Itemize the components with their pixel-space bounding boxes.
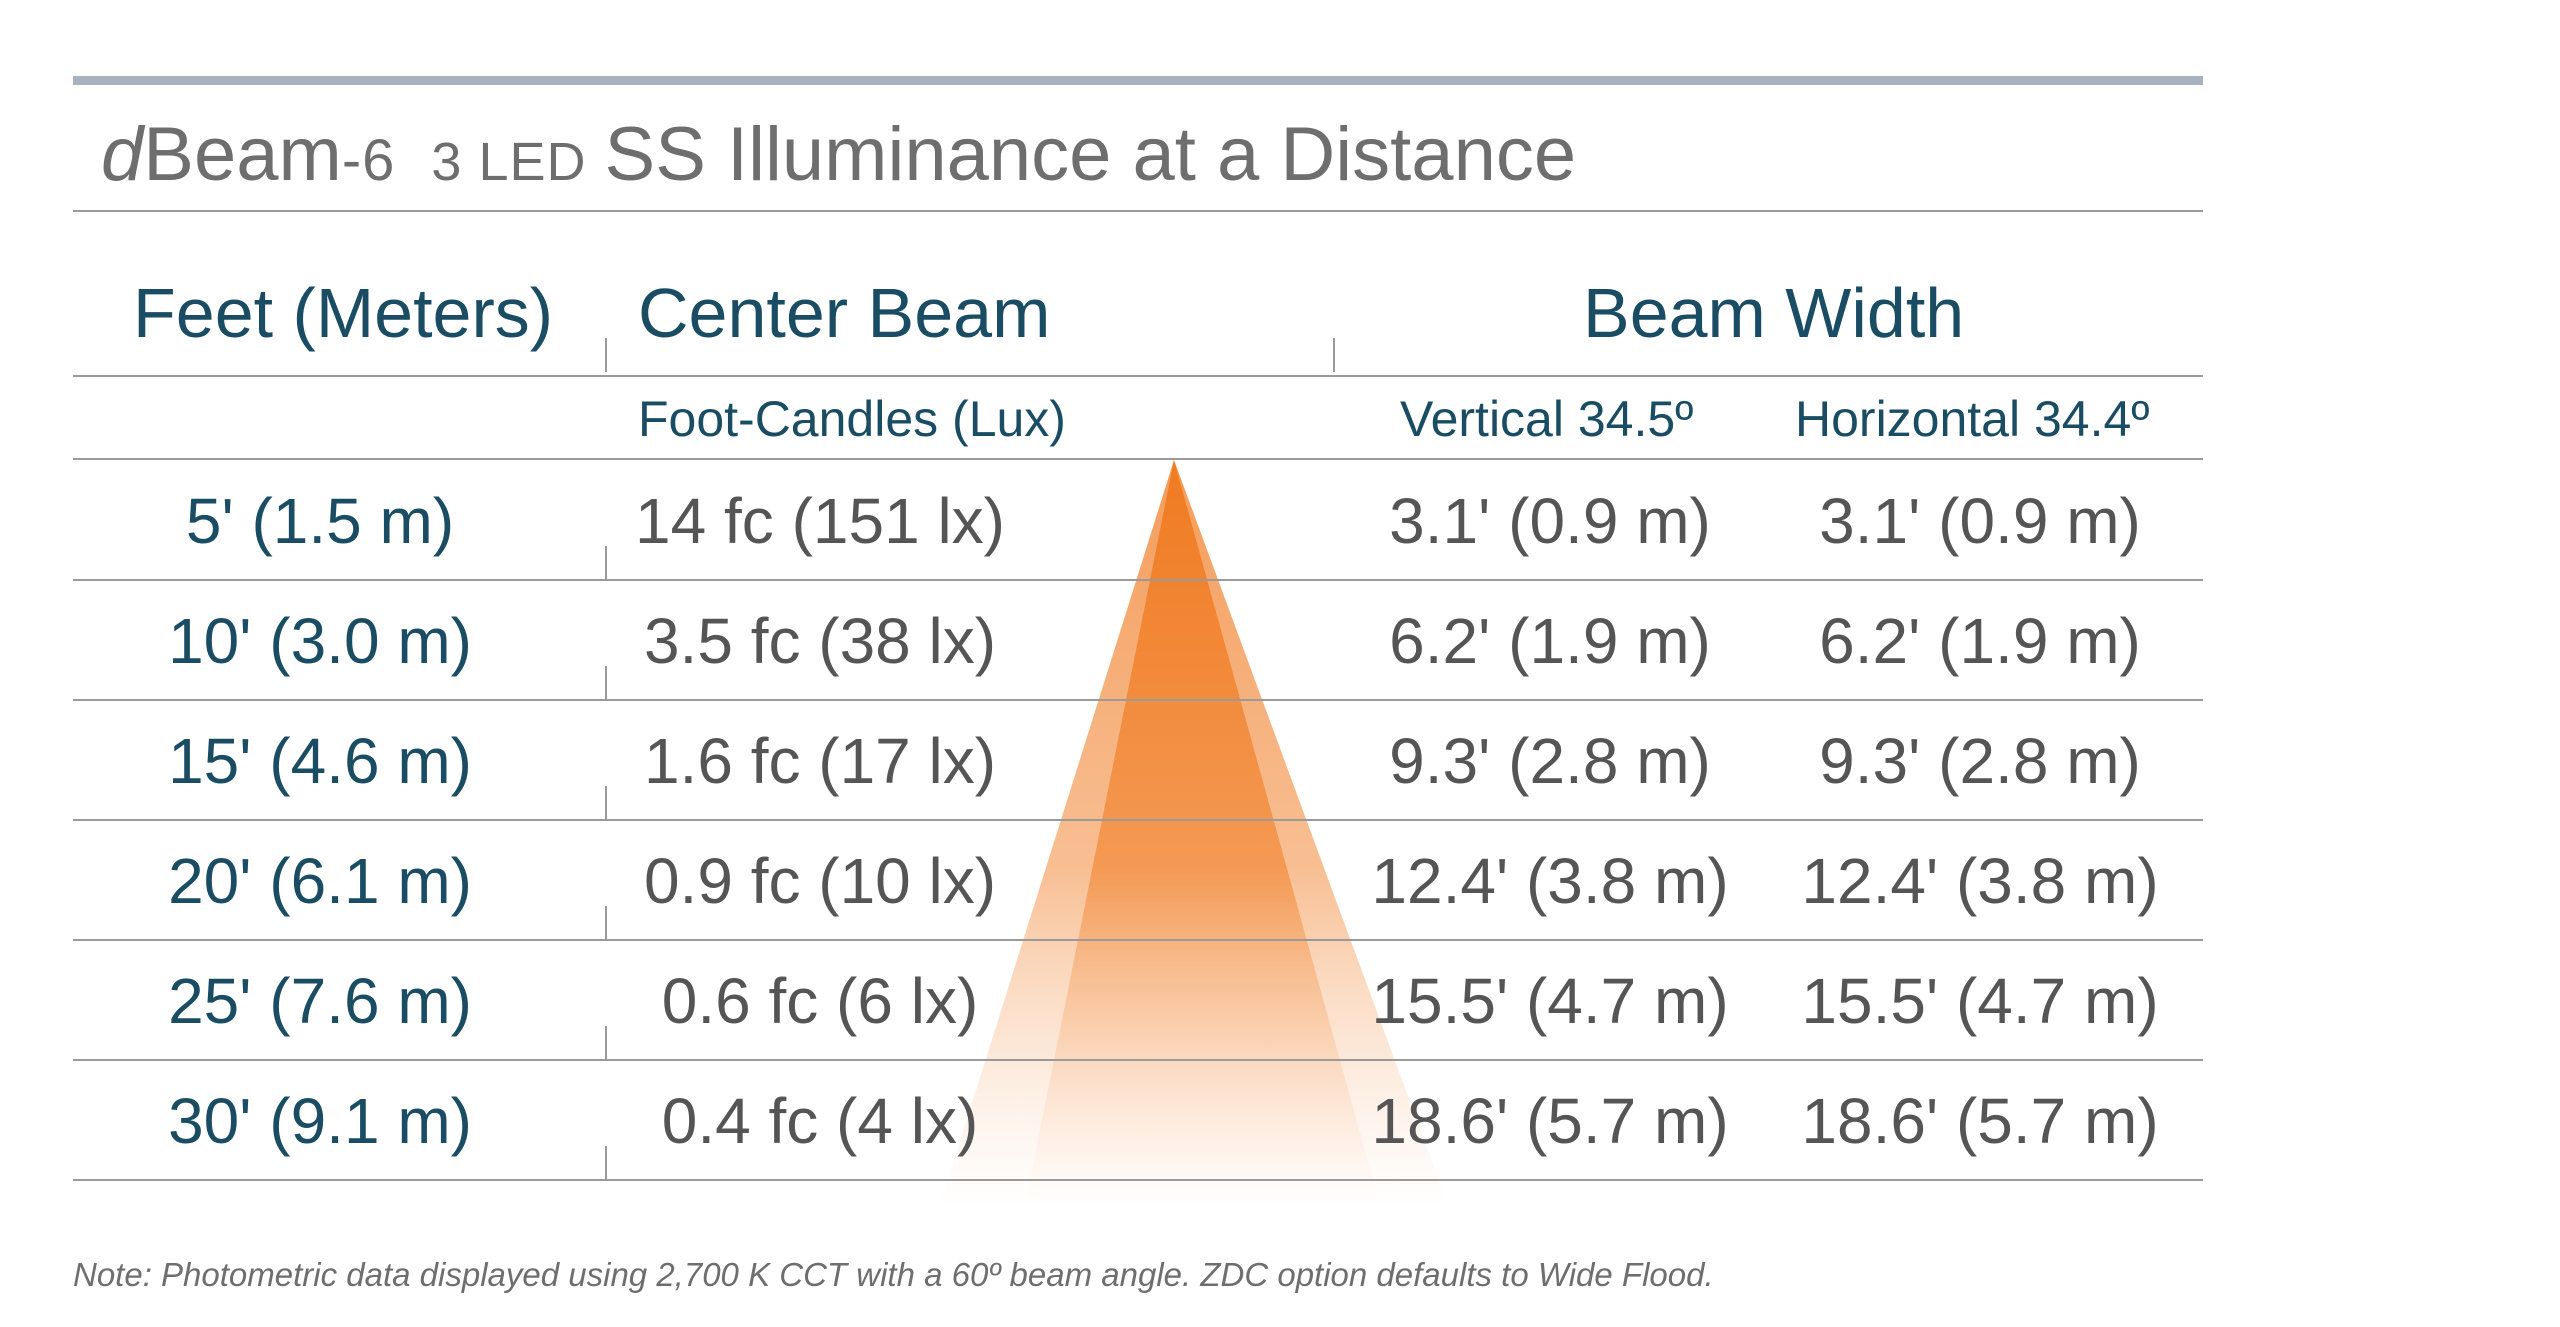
row-3-horizontal: 9.3' (2.8 m)	[1819, 725, 2141, 797]
footnote: Note: Photometric data displayed using 2…	[73, 1256, 1714, 1293]
header-distance: Feet (Meters)	[133, 274, 554, 352]
row-4-horizontal: 12.4' (3.8 m)	[1801, 845, 2159, 917]
row-6-horizontal: 18.6' (5.7 m)	[1801, 1085, 2159, 1157]
row-1-vertical: 3.1' (0.9 m)	[1389, 485, 1711, 557]
header-divider	[605, 338, 607, 372]
header-rule	[73, 375, 2203, 377]
subheader-horizontal: Horizontal 34.4º	[1795, 391, 2150, 447]
row-6-distance: 30' (9.1 m)	[168, 1085, 472, 1157]
subheader-center-beam: Foot-Candles (Lux)	[638, 391, 1066, 447]
title-brand-prefix: d	[101, 112, 144, 197]
row-1-horizontal: 3.1' (0.9 m)	[1819, 485, 2141, 557]
row-rule	[73, 1059, 2203, 1061]
row-3-center-beam: 1.6 fc (17 lx)	[643, 725, 997, 797]
row-1-distance: 5' (1.5 m)	[185, 485, 455, 557]
row-5-distance: 25' (7.6 m)	[168, 965, 472, 1037]
row-6-center-beam: 0.4 fc (4 lx)	[661, 1085, 979, 1157]
beam-cone-inner	[1025, 460, 1380, 1205]
header-beam-width: Beam Width	[1583, 274, 1965, 352]
row-rule	[73, 819, 2203, 821]
row-divider-tick	[605, 786, 607, 820]
row-4-vertical: 12.4' (3.8 m)	[1371, 845, 1729, 917]
row-divider-tick	[605, 546, 607, 580]
header-center-beam: Center Beam	[638, 274, 1051, 352]
title-led-count: 3 LED	[431, 132, 587, 192]
row-4-center-beam: 0.9 fc (10 lx)	[643, 845, 997, 917]
table-bottom-rule	[73, 1179, 2203, 1181]
row-2-distance: 10' (3.0 m)	[168, 605, 472, 677]
header-divider	[1333, 338, 1335, 372]
row-divider-tick	[605, 906, 607, 940]
row-4-distance: 20' (6.1 m)	[168, 845, 472, 917]
row-rule	[73, 579, 2203, 581]
page-title: dBeam-6 3 LED SS Illuminance at a Distance	[101, 100, 1576, 210]
row-divider-tick	[605, 1026, 607, 1060]
subheader-vertical: Vertical 34.5º	[1400, 391, 1694, 447]
title-brand-model: -6	[341, 128, 396, 193]
row-divider-tick	[605, 666, 607, 700]
row-rule	[73, 699, 2203, 701]
row-5-center-beam: 0.6 fc (6 lx)	[661, 965, 979, 1037]
row-divider-tick	[605, 1146, 607, 1180]
title-description: SS Illuminance at a Distance	[604, 112, 1577, 197]
top-rule	[73, 76, 2203, 85]
row-1-center-beam: 14 fc (151 lx)	[635, 485, 1005, 557]
row-5-horizontal: 15.5' (4.7 m)	[1801, 965, 2159, 1037]
title-rule	[73, 210, 2203, 212]
row-rule	[73, 939, 2203, 941]
row-3-distance: 15' (4.6 m)	[168, 725, 472, 797]
row-6-vertical: 18.6' (5.7 m)	[1371, 1085, 1729, 1157]
title-brand-name: Beam	[143, 112, 342, 197]
row-2-horizontal: 6.2' (1.9 m)	[1819, 605, 2141, 677]
row-5-vertical: 15.5' (4.7 m)	[1371, 965, 1729, 1037]
row-3-vertical: 9.3' (2.8 m)	[1389, 725, 1711, 797]
row-2-center-beam: 3.5 fc (38 lx)	[643, 605, 997, 677]
subheader-rule	[73, 458, 2203, 460]
row-2-vertical: 6.2' (1.9 m)	[1389, 605, 1711, 677]
